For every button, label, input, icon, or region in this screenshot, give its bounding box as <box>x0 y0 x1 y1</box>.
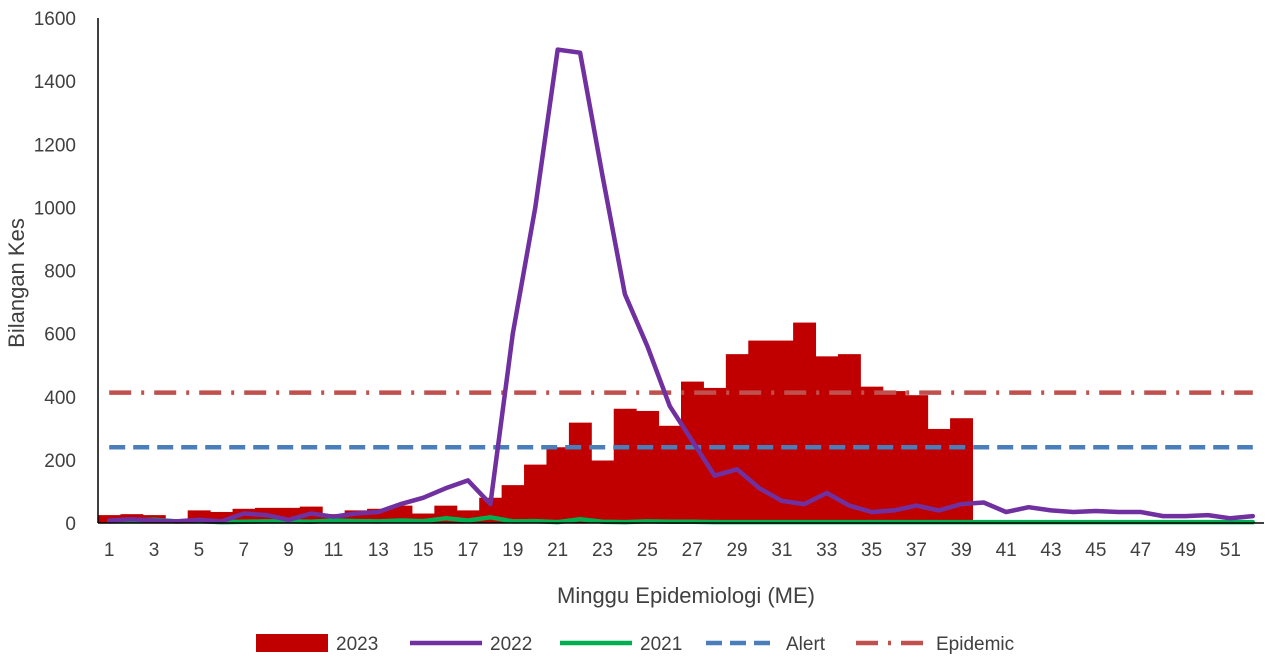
x-tick-label: 33 <box>816 540 837 561</box>
legend-item-alert: Alert <box>706 634 826 655</box>
bars-2023 <box>98 322 973 523</box>
x-tick-label: 13 <box>368 540 389 561</box>
bar-2023-week-30 <box>748 340 772 523</box>
bar-2023-week-39 <box>950 418 973 523</box>
y-tick-label: 800 <box>44 262 76 283</box>
axes <box>97 18 1264 524</box>
x-tick-label: 45 <box>1085 540 1106 561</box>
x-tick-label: 41 <box>996 540 1017 561</box>
legend-label: Epidemic <box>936 634 1014 655</box>
y-tick-label: 200 <box>44 451 76 472</box>
x-tick-label: 37 <box>906 540 927 561</box>
bar-2023-week-26 <box>658 425 682 523</box>
bar-2023-week-25 <box>636 410 660 523</box>
bar-2023-week-28 <box>703 387 727 523</box>
legend-item-2022: 2022 <box>410 634 532 655</box>
y-tick-label: 0 <box>65 514 76 535</box>
bar-2023-week-23 <box>591 460 615 523</box>
bar-2023-week-36 <box>882 391 906 523</box>
bar-2023-week-32 <box>793 322 817 523</box>
x-tick-label: 1 <box>104 540 115 561</box>
legend-label: 2023 <box>336 634 378 655</box>
legend-item-2021: 2021 <box>560 634 682 655</box>
bar-2023-week-31 <box>770 340 794 523</box>
x-tick-label: 49 <box>1175 540 1196 561</box>
bar-2023-week-29 <box>725 354 749 523</box>
x-tick-label: 47 <box>1130 540 1151 561</box>
line-series <box>106 47 1256 525</box>
y-tick-label: 600 <box>44 325 76 346</box>
bar-2023-week-37 <box>905 395 929 523</box>
bar-2023-week-24 <box>613 408 637 523</box>
bar-2023-week-19 <box>501 485 525 523</box>
line-2021 <box>106 515 1256 525</box>
x-axis-label: Minggu Epidemiologi (ME) <box>557 583 815 608</box>
y-tick-label: 400 <box>44 388 76 409</box>
bar-2023-week-15 <box>411 513 435 523</box>
bar-2023-week-38 <box>927 428 951 523</box>
x-tick-label: 23 <box>592 540 613 561</box>
legend-item-epidemic: Epidemic <box>856 634 1014 655</box>
legend-label: Alert <box>786 634 826 655</box>
y-tick-label: 1200 <box>34 135 76 156</box>
x-tick-label: 35 <box>861 540 882 561</box>
legend: 2023 2022 2021 Alert Epidemic <box>256 634 1014 655</box>
x-tick-label: 15 <box>413 540 434 561</box>
legend-label: 2021 <box>640 634 682 655</box>
bar-2023-week-27 <box>681 381 704 523</box>
x-tick-label: 21 <box>547 540 568 561</box>
x-tick-label: 9 <box>283 540 294 561</box>
x-tick-labels: 1 3 5 7 9 11 13 15 17 19 21 23 25 27 29 31 33 35 37 39 41 43 4… <box>104 540 1241 561</box>
y-tick-labels: 0 200 400 600 800 1000 1200 1400 1600 <box>34 9 76 535</box>
x-tick-label: 29 <box>726 540 747 561</box>
bar-2023-week-22 <box>568 422 592 523</box>
legend-item-2023: 2023 <box>256 634 378 655</box>
x-tick-label: 11 <box>324 540 344 561</box>
x-tick-label: 51 <box>1220 540 1241 561</box>
x-tick-label: 5 <box>194 540 205 561</box>
bar-2023-week-33 <box>815 356 839 523</box>
x-tick-label: 17 <box>457 540 478 561</box>
bar-2023-week-6 <box>210 511 234 523</box>
y-tick-label: 1400 <box>34 72 76 93</box>
legend-label: 2022 <box>490 634 532 655</box>
x-tick-label: 25 <box>637 540 658 561</box>
x-tick-label: 31 <box>771 540 792 561</box>
x-tick-label: 27 <box>682 540 703 561</box>
bar-2023-week-34 <box>837 354 861 523</box>
y-axis-label: Bilangan Kes <box>4 218 29 348</box>
y-tick-label: 1000 <box>34 198 76 219</box>
x-tick-label: 3 <box>149 540 160 561</box>
bar-2023-week-35 <box>860 386 884 523</box>
x-tick-label: 7 <box>238 540 249 561</box>
legend-swatch <box>256 634 328 652</box>
x-tick-label: 19 <box>502 540 523 561</box>
line-2022 <box>106 47 1256 524</box>
bar-2023-week-21 <box>546 447 570 523</box>
y-tick-label: 1600 <box>34 9 76 30</box>
bar-2023-week-20 <box>524 464 547 523</box>
x-tick-label: 43 <box>1040 540 1061 561</box>
x-tick-label: 39 <box>951 540 972 561</box>
